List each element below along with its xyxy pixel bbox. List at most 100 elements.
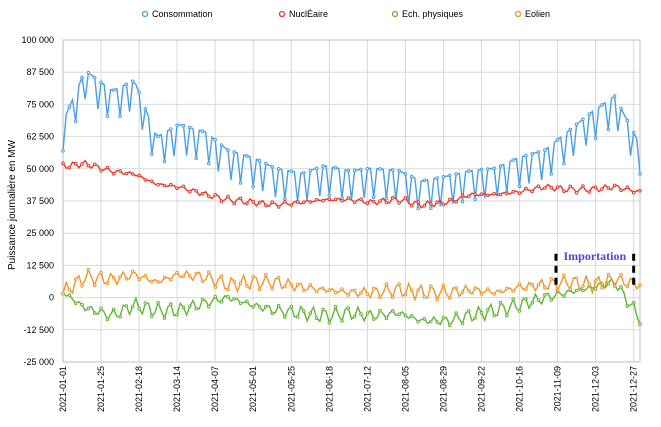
data-point [105, 317, 110, 322]
data-point [92, 75, 97, 80]
data-point [352, 314, 357, 319]
data-point [150, 152, 154, 156]
data-point [365, 292, 370, 296]
data-point [340, 319, 344, 323]
x-axis-ticks: 2021-01-01 2021-01-25 2021-02-18 2021-03-14… [58, 366, 639, 412]
y-tick-label: -25 000 [23, 357, 54, 367]
data-point [543, 148, 547, 152]
data-point [67, 288, 72, 292]
data-point [86, 164, 91, 168]
data-point [473, 316, 477, 320]
data-point [130, 269, 135, 274]
data-point [422, 178, 427, 183]
data-point [638, 172, 642, 176]
data-point [276, 167, 281, 171]
legend-marker [141, 10, 149, 18]
data-point [587, 190, 592, 194]
data-point [333, 290, 338, 295]
data-point [207, 270, 211, 274]
data-point [175, 270, 179, 275]
data-point [150, 179, 154, 184]
data-point [226, 148, 230, 152]
data-point [264, 161, 268, 166]
data-point [289, 203, 294, 207]
data-point [346, 168, 351, 173]
data-point [352, 200, 357, 205]
data-point [498, 289, 503, 294]
data-point [384, 282, 389, 287]
data-point [302, 200, 306, 204]
data-point [390, 295, 395, 300]
data-point [346, 293, 351, 297]
data-point [137, 173, 141, 178]
data-point [352, 168, 357, 172]
data-point [384, 200, 389, 205]
data-point [207, 161, 211, 166]
data-point [302, 288, 306, 293]
data-point [283, 284, 287, 289]
data-point [422, 317, 427, 321]
data-point [593, 279, 598, 283]
data-point [270, 200, 275, 204]
data-point [555, 288, 560, 292]
data-point [473, 197, 477, 201]
data-point [143, 107, 148, 111]
data-point [130, 304, 135, 309]
data-point [245, 284, 249, 288]
data-point [156, 280, 160, 284]
data-point [80, 162, 84, 166]
data-point [638, 188, 642, 193]
data-point [181, 274, 186, 279]
data-point [270, 287, 275, 291]
x-tick-label: 2021-08-29 [438, 366, 448, 412]
data-point [625, 118, 630, 123]
data-point [105, 281, 110, 285]
data-point [574, 288, 579, 293]
data-point [327, 197, 332, 202]
data-point [587, 282, 592, 287]
data-point [397, 168, 401, 173]
data-point [219, 274, 224, 279]
data-point [156, 300, 160, 305]
series-eolien [61, 267, 642, 302]
series-nucl-aire [61, 159, 642, 209]
data-point [333, 197, 338, 202]
data-point [213, 294, 217, 299]
data-point [238, 301, 243, 306]
data-point [536, 298, 541, 303]
data-point [600, 187, 604, 191]
data-point [238, 181, 243, 185]
data-point [467, 169, 471, 173]
data-point [460, 321, 465, 326]
y-tick-label: 12 500 [26, 260, 54, 270]
data-point [524, 287, 528, 292]
data-point [492, 313, 497, 318]
data-point [555, 138, 560, 142]
data-point [143, 178, 148, 182]
data-point [429, 284, 433, 289]
data-point [276, 205, 281, 209]
data-point [473, 192, 477, 196]
data-point [92, 283, 97, 288]
data-point [524, 153, 528, 158]
data-point [371, 195, 376, 200]
data-point [612, 284, 617, 289]
data-point [549, 185, 554, 190]
data-point [232, 201, 236, 206]
data-point [118, 114, 122, 118]
data-point [86, 306, 91, 311]
data-point [73, 301, 78, 306]
data-point [232, 150, 236, 154]
data-point [403, 313, 408, 318]
data-point [467, 194, 471, 198]
data-point [371, 199, 376, 204]
data-point [143, 273, 148, 278]
data-point [543, 186, 547, 190]
data-point [213, 138, 217, 142]
data-point [118, 169, 122, 173]
data-point [593, 185, 598, 190]
data-point [619, 106, 623, 111]
x-tick-label: 2021-10-16 [515, 366, 525, 412]
data-point [137, 306, 141, 311]
data-point [156, 182, 160, 187]
